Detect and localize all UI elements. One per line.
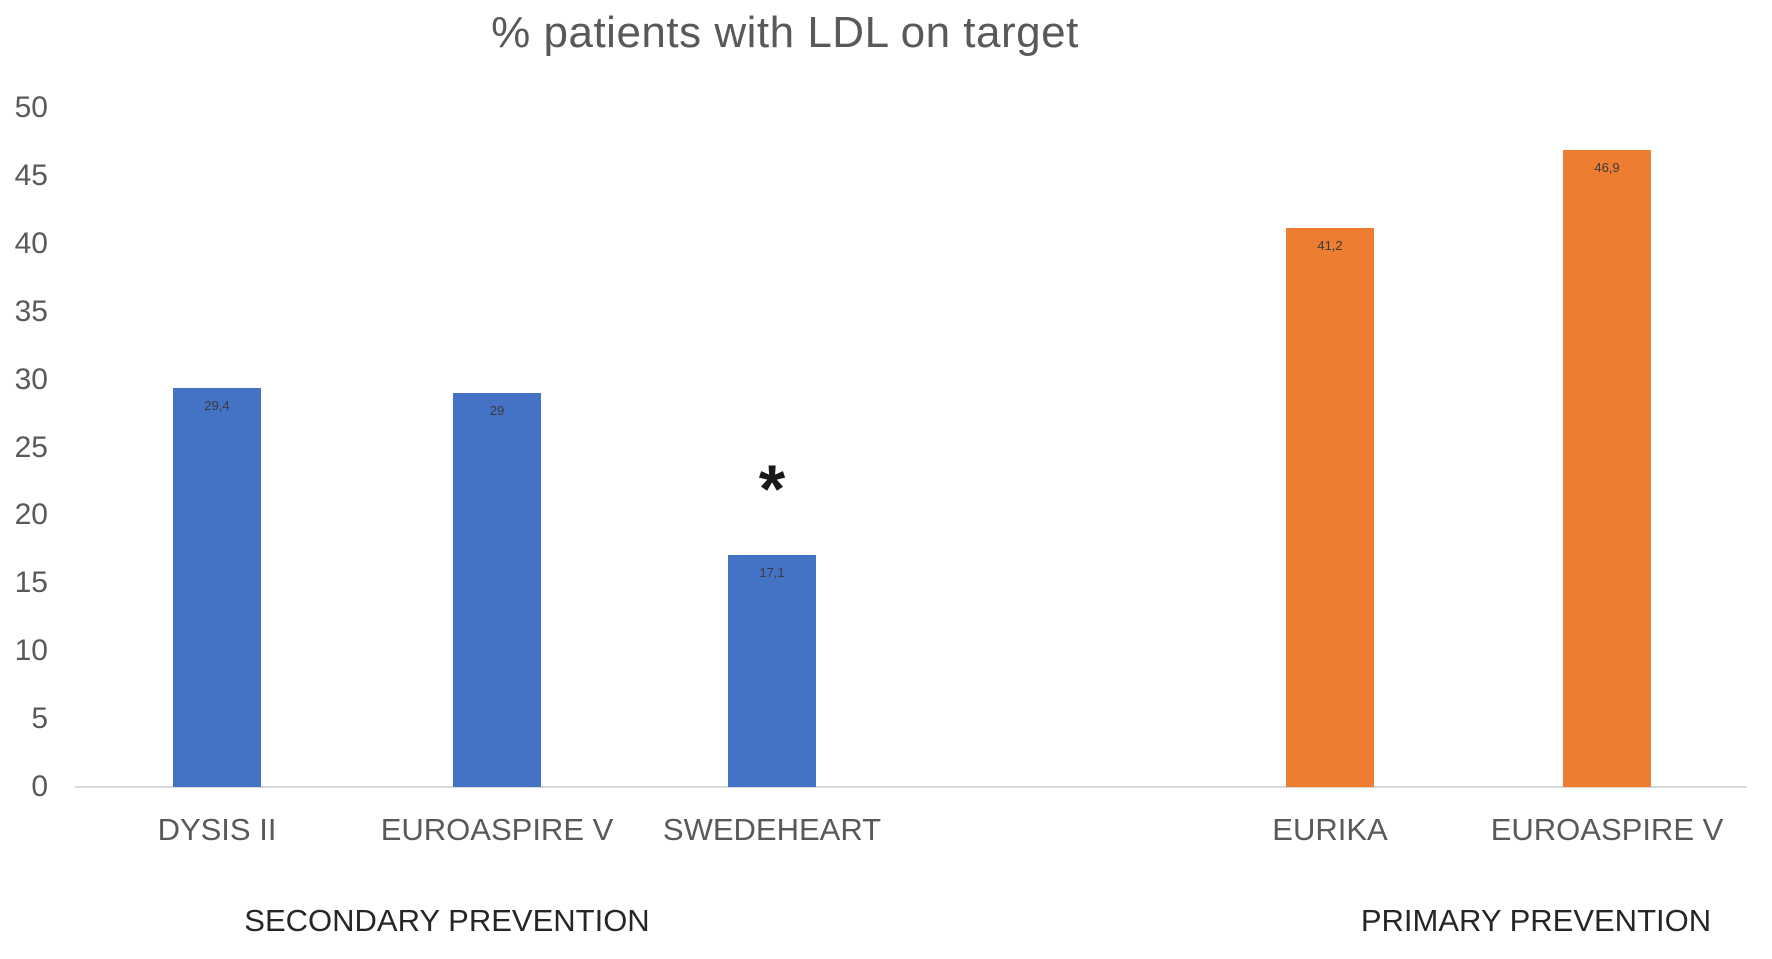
- bar-euroaspire-v: 46,9: [1563, 150, 1651, 787]
- y-axis-tick-label: 45: [14, 158, 48, 192]
- y-axis-tick-label: 25: [14, 430, 48, 464]
- y-axis-tick-label: 5: [31, 702, 48, 736]
- significance-asterisk: *: [758, 450, 786, 527]
- y-axis-tick-label: 20: [14, 498, 48, 532]
- bar-euroaspire-v: 29: [453, 393, 541, 787]
- group-label-secondary-prevention: SECONDARY PREVENTION: [244, 903, 650, 938]
- category-label-euroaspire-v: EUROASPIRE V: [1490, 812, 1724, 847]
- bar-value-label: 29,4: [204, 397, 230, 413]
- y-axis-tick-label: 30: [14, 362, 48, 396]
- y-axis-tick-label: 15: [14, 566, 48, 600]
- bar-value-label: 41,2: [1317, 237, 1343, 253]
- bar-swedeheart: 17,1: [728, 554, 816, 787]
- bar-eurika: 41,2: [1286, 227, 1374, 787]
- y-axis-tick-label: 50: [14, 91, 48, 124]
- y-axis-tick-label: 35: [14, 294, 48, 328]
- x-axis-line: [75, 786, 1747, 788]
- bar-value-label: 46,9: [1594, 160, 1620, 176]
- category-label-swedeheart: SWEDEHEART: [662, 812, 882, 847]
- y-axis-tick-label: 0: [31, 770, 48, 803]
- category-label-dysis-ii: DYSIS II: [157, 812, 277, 847]
- bar-value-label: 29: [489, 403, 505, 419]
- bar-value-label: 17,1: [759, 564, 785, 580]
- category-label-eurika: EURIKA: [1272, 812, 1388, 847]
- chart-title: % patients with LDL on target: [491, 8, 1079, 57]
- y-axis-tick-label: 40: [14, 226, 48, 260]
- y-axis-tick-label: 10: [14, 634, 48, 668]
- group-label-primary-prevention: PRIMARY PREVENTION: [1360, 903, 1712, 938]
- bar-dysis-ii: 29,4: [173, 387, 261, 787]
- category-label-euroaspire-v: EUROASPIRE V: [380, 812, 614, 847]
